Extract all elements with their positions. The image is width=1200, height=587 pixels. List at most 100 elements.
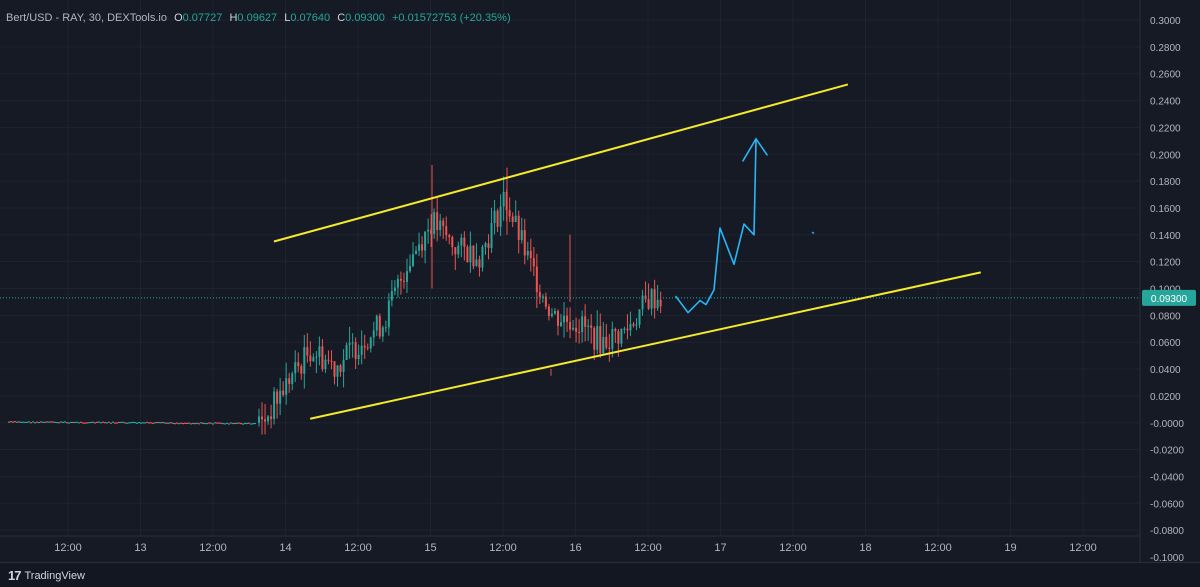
time-axis: 12:00 13 12:00 14 12:00 15 12:00 16 12:00 17 12:00… bbox=[54, 542, 1097, 554]
candle-body bbox=[556, 310, 559, 326]
candle-body bbox=[578, 331, 581, 333]
candle-body bbox=[484, 243, 487, 247]
candle-body bbox=[442, 220, 445, 227]
candle-body bbox=[623, 328, 626, 330]
candle-body bbox=[297, 362, 300, 367]
price-tick-label: 0.0600 bbox=[1150, 338, 1181, 349]
symbol-legend: Bert/USD - RAY, 30, DEXTools.io O0.07727… bbox=[6, 12, 511, 24]
candle-body bbox=[303, 347, 306, 374]
price-tick-label: 0.1800 bbox=[1150, 177, 1181, 188]
candle-body bbox=[596, 326, 599, 350]
candle-body bbox=[321, 346, 324, 370]
candle-body bbox=[544, 296, 547, 307]
candle-body bbox=[572, 327, 575, 330]
candle-body bbox=[433, 212, 436, 234]
candle-body bbox=[460, 237, 463, 246]
candle-body bbox=[282, 390, 285, 395]
low-label: L bbox=[284, 12, 291, 24]
candle-body bbox=[638, 309, 641, 325]
candle-body bbox=[566, 315, 569, 322]
candle-body bbox=[605, 336, 608, 348]
candle-body bbox=[318, 346, 321, 357]
time-tick-label: 12:00 bbox=[489, 542, 517, 554]
price-tick-label: -0.0000 bbox=[1150, 419, 1184, 430]
candle-body bbox=[351, 342, 354, 344]
candle-body bbox=[502, 192, 505, 207]
close-label: C bbox=[337, 12, 346, 24]
candle-body bbox=[499, 206, 502, 227]
trendline-lower bbox=[309, 271, 982, 420]
time-tick-label: 12:00 bbox=[344, 542, 372, 554]
candle-body bbox=[614, 329, 617, 332]
candle-body bbox=[508, 210, 511, 217]
candle-body bbox=[415, 250, 418, 255]
projection-dot bbox=[811, 231, 815, 235]
candle-body bbox=[541, 296, 544, 298]
candle-body bbox=[273, 391, 276, 419]
candle-body bbox=[472, 245, 475, 267]
candle-body bbox=[439, 220, 442, 231]
candle-body bbox=[511, 216, 514, 223]
candle-body bbox=[384, 327, 387, 329]
price-tick-label: 0.2000 bbox=[1150, 150, 1181, 161]
candle-body bbox=[466, 246, 469, 263]
price-axis: 0.3000 0.2800 0.2600 0.2400 0.2200 0.2000 0.18… bbox=[1150, 16, 1184, 564]
candle-body bbox=[659, 299, 662, 307]
price-tick-label: 0.3000 bbox=[1150, 16, 1181, 27]
projection-path bbox=[675, 140, 757, 314]
candle-body bbox=[288, 378, 291, 384]
candle-body bbox=[538, 292, 541, 297]
candle-body bbox=[448, 235, 451, 238]
price-tick-label: 0.1600 bbox=[1150, 204, 1181, 215]
price-tick-label: 0.1200 bbox=[1150, 258, 1181, 269]
candle-body bbox=[490, 222, 493, 249]
candle-body bbox=[348, 342, 351, 346]
candle-body bbox=[360, 345, 363, 355]
candle-body bbox=[372, 330, 375, 338]
candle-body bbox=[354, 342, 357, 359]
grid-lines bbox=[0, 0, 1140, 536]
candle-body bbox=[520, 230, 523, 241]
price-tick-label: -0.0400 bbox=[1150, 472, 1184, 483]
price-tick-label: 0.0800 bbox=[1150, 311, 1181, 322]
time-tick-label: 12:00 bbox=[54, 542, 82, 554]
candle-body bbox=[285, 378, 288, 395]
candle-body bbox=[560, 322, 562, 326]
projection-arrowhead bbox=[742, 137, 768, 162]
time-tick-label: 12:00 bbox=[924, 542, 952, 554]
candle-body bbox=[345, 345, 348, 360]
close-value: 0.09300 bbox=[345, 12, 385, 24]
symbol-name[interactable]: Bert/USD - RAY, 30, DEXTools.io bbox=[6, 12, 167, 24]
candle-body bbox=[469, 245, 472, 263]
candle-body bbox=[581, 316, 584, 333]
candle-body bbox=[478, 259, 481, 268]
candle-body bbox=[526, 250, 529, 256]
candle-body bbox=[653, 289, 656, 309]
candle-body bbox=[632, 323, 635, 326]
price-tick-label: 0.1400 bbox=[1150, 231, 1181, 242]
change-value: +0.01572753 (+20.35%) bbox=[391, 12, 511, 24]
candle-body bbox=[475, 259, 478, 267]
candle-body bbox=[291, 373, 294, 384]
candle-body bbox=[587, 325, 590, 327]
time-tick-label: 12:00 bbox=[1069, 542, 1097, 554]
candle-body bbox=[493, 210, 496, 223]
candle-body bbox=[584, 316, 587, 327]
candle-body bbox=[309, 355, 312, 362]
candle-body bbox=[393, 287, 396, 292]
candle-body bbox=[421, 244, 424, 251]
candle-body bbox=[463, 237, 466, 247]
flat-price-series bbox=[8, 421, 256, 425]
candle-body bbox=[611, 329, 614, 349]
candle-body bbox=[264, 419, 267, 422]
time-tick-label: 12:00 bbox=[634, 542, 662, 554]
candle-body bbox=[514, 215, 517, 223]
time-tick-label: 12:00 bbox=[779, 542, 807, 554]
tradingview-logo[interactable]: 17 TradingView bbox=[8, 568, 85, 583]
candle-body bbox=[550, 313, 553, 317]
candle-body bbox=[430, 229, 433, 234]
candle-body bbox=[270, 416, 273, 419]
candle-body bbox=[369, 337, 372, 349]
candle-body bbox=[532, 258, 535, 267]
